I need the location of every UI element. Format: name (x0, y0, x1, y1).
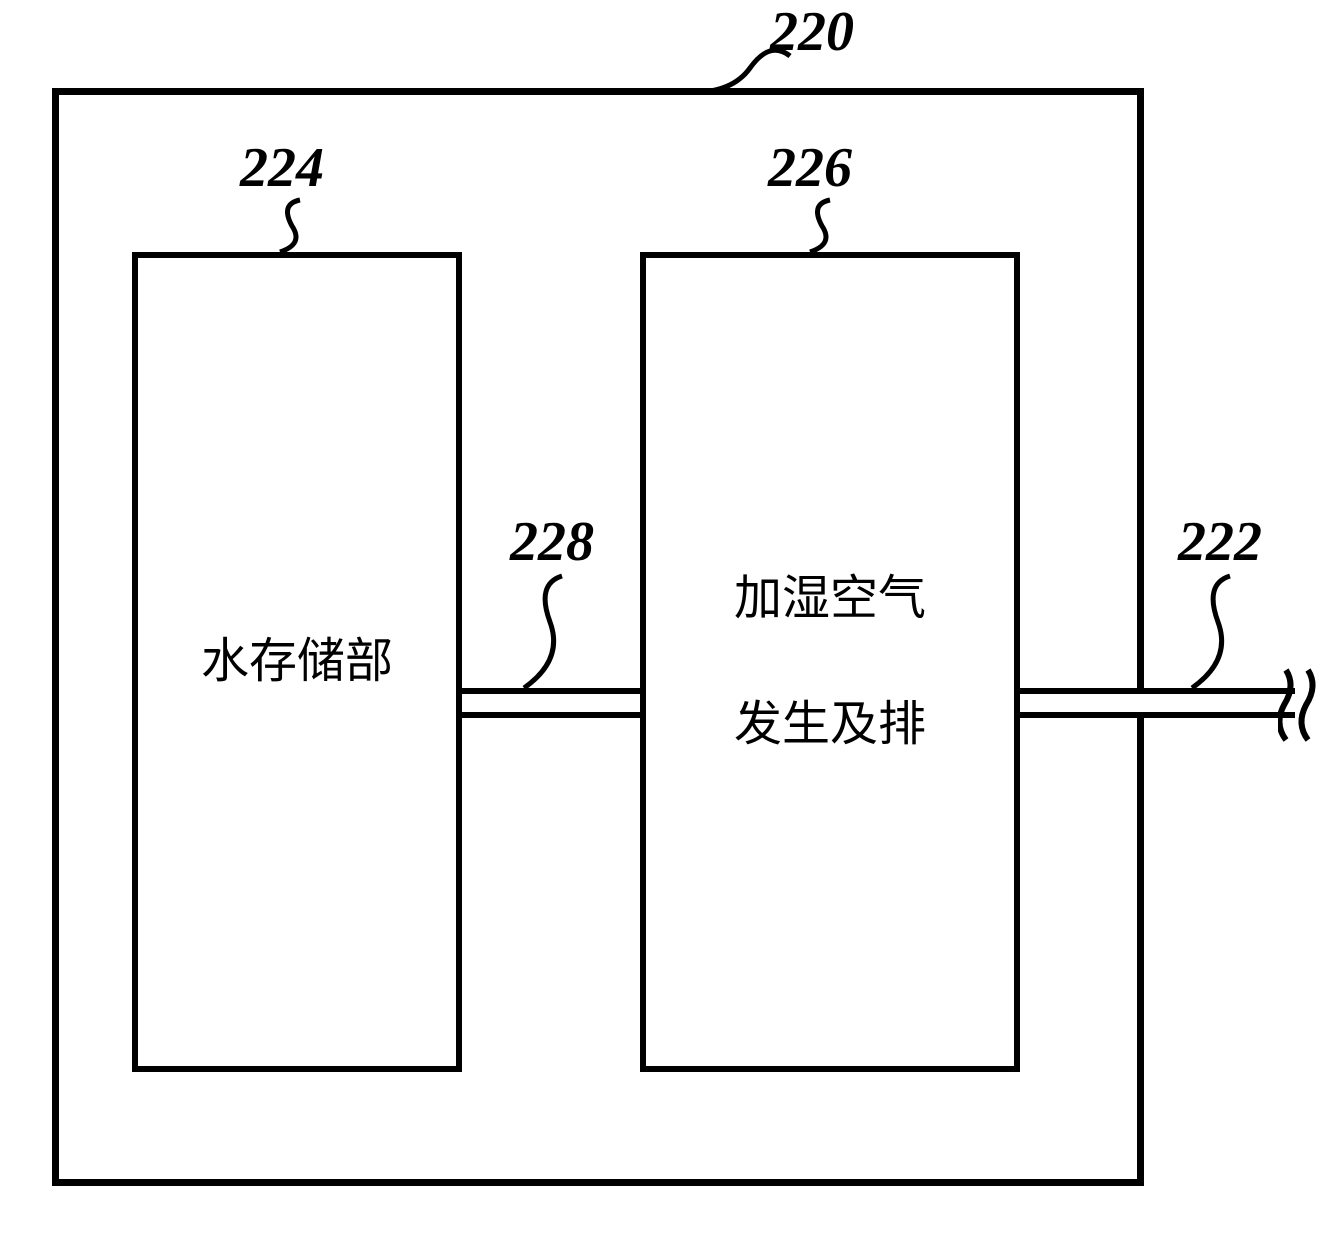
leader-228 (500, 572, 580, 692)
ref-label-222: 222 (1178, 510, 1262, 574)
block-diagram: 水存储部 加湿空气 发生及排 220 224 226 228 222 (0, 0, 1334, 1238)
block-224-label: 水存储部 (201, 619, 393, 705)
ref-label-228: 228 (510, 510, 594, 574)
leader-220 (660, 48, 800, 100)
leader-224 (260, 196, 320, 256)
block-226-label-line2: 发生及排 (734, 682, 926, 768)
connector-222 (1020, 688, 1295, 718)
block-224-water-storage: 水存储部 (132, 252, 462, 1072)
ref-label-226: 226 (768, 136, 852, 200)
block-226-humid-air: 加湿空气 发生及排 (640, 252, 1020, 1072)
block-226-label-line1: 加湿空气 (734, 556, 926, 642)
connector-228 (462, 688, 640, 718)
leader-222 (1168, 572, 1248, 692)
ref-label-224: 224 (240, 136, 324, 200)
break-mark-icon (1278, 668, 1328, 742)
leader-226 (790, 196, 850, 256)
